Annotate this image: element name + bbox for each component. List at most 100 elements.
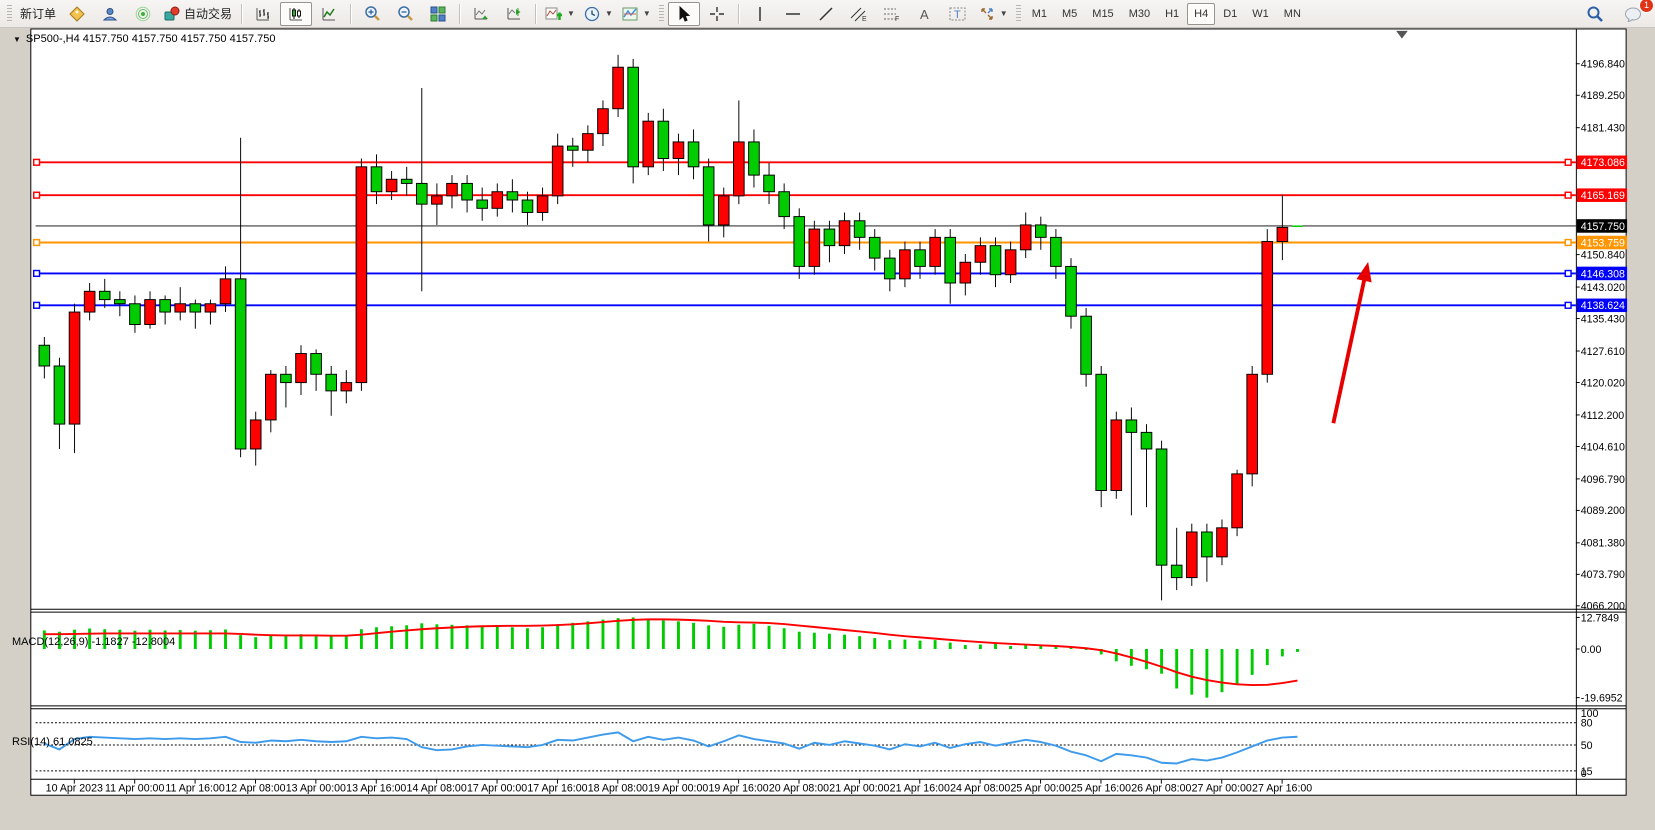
candle-body[interactable]	[838, 220, 851, 247]
candle-body[interactable]	[672, 141, 685, 160]
gold-tag-icon-button[interactable]	[61, 2, 93, 26]
signals-button[interactable]	[127, 2, 159, 26]
line-handle[interactable]	[32, 238, 41, 247]
tile-windows-button[interactable]	[422, 2, 454, 26]
timeframe-h1[interactable]: H1	[1165, 7, 1180, 20]
candle-body[interactable]	[159, 299, 171, 313]
candle-body[interactable]	[219, 278, 232, 305]
timeframe-m1[interactable]: M1	[1031, 7, 1047, 20]
candle-body[interactable]	[566, 145, 579, 151]
candle-body[interactable]	[868, 236, 881, 259]
candle-body[interactable]	[234, 278, 247, 450]
periods-button[interactable]: ▼	[580, 2, 617, 26]
chart-shift-marker[interactable]	[1396, 30, 1408, 39]
timeframe-mn[interactable]: MN	[1283, 7, 1301, 20]
candle-body[interactable]	[1155, 448, 1168, 566]
candle-body[interactable]	[702, 166, 715, 226]
line-handle[interactable]	[32, 269, 41, 278]
line-handle[interactable]	[32, 301, 41, 309]
candle-body[interactable]	[98, 290, 111, 301]
crosshair-tool-button[interactable]	[701, 2, 733, 26]
toolbar-grip[interactable]	[1015, 4, 1021, 23]
candle-body[interactable]	[1004, 249, 1017, 276]
candle-body[interactable]	[68, 311, 81, 425]
line-handle[interactable]	[1564, 269, 1572, 278]
candle-body[interactable]	[1140, 431, 1153, 450]
bar-chart-button[interactable]	[247, 2, 279, 26]
candle-body[interactable]	[189, 303, 202, 313]
candle-body[interactable]	[400, 178, 413, 184]
candle-body[interactable]	[763, 174, 775, 193]
new-order-button[interactable]: 新订单	[16, 2, 60, 26]
candle-body[interactable]	[657, 120, 670, 160]
candle-body[interactable]	[793, 216, 806, 267]
candle-body[interactable]	[461, 182, 473, 201]
candle-body[interactable]	[1095, 373, 1107, 491]
candle-body[interactable]	[476, 199, 488, 209]
candle-body[interactable]	[733, 141, 745, 197]
line-handle[interactable]	[1564, 301, 1572, 309]
trendline-tool-button[interactable]	[810, 2, 842, 26]
candle-doji[interactable]	[1292, 225, 1303, 228]
candle-body[interactable]	[53, 365, 66, 425]
templates-button[interactable]: ▼	[618, 2, 655, 26]
zoom-out-button[interactable]	[389, 2, 421, 26]
candle-body[interactable]	[1080, 315, 1092, 375]
candle-body[interactable]	[325, 373, 337, 392]
text-tool-button[interactable]: A	[909, 2, 941, 26]
candle-body[interactable]	[808, 228, 821, 267]
line-handle[interactable]	[1564, 158, 1572, 166]
line-handle[interactable]	[32, 191, 41, 199]
candle-body[interactable]	[38, 344, 51, 367]
candle-body[interactable]	[1201, 531, 1213, 558]
candle-body[interactable]	[370, 166, 383, 193]
candle-body[interactable]	[446, 182, 458, 197]
trend-arrow-annotation[interactable]	[1331, 272, 1368, 424]
candle-body[interactable]	[612, 66, 624, 110]
candle-body[interactable]	[899, 249, 911, 280]
candle-body[interactable]	[1276, 226, 1289, 242]
candle-body[interactable]	[959, 261, 972, 284]
auto-scroll-button[interactable]	[465, 2, 497, 26]
candle-body[interactable]	[1231, 473, 1243, 529]
candle-body[interactable]	[1019, 224, 1032, 251]
candle-body[interactable]	[385, 178, 398, 193]
auto-trading-button[interactable]: 自动交易	[160, 2, 236, 26]
candle-body[interactable]	[778, 191, 790, 218]
line-handle[interactable]	[32, 158, 41, 166]
candle-body[interactable]	[1125, 419, 1138, 433]
candle-body[interactable]	[129, 303, 141, 325]
cursor-tool-button[interactable]	[667, 1, 700, 26]
candle-body[interactable]	[174, 303, 187, 313]
candle-body[interactable]	[249, 419, 262, 450]
candle-body[interactable]	[748, 141, 760, 176]
candle-body[interactable]	[295, 353, 307, 384]
search-button[interactable]	[1579, 2, 1611, 26]
candle-body[interactable]	[1170, 564, 1183, 579]
candle-body[interactable]	[506, 191, 519, 201]
candle-body[interactable]	[642, 120, 655, 168]
candle-body[interactable]	[204, 303, 217, 313]
candle-body[interactable]	[83, 290, 96, 313]
candle-body[interactable]	[717, 195, 730, 226]
candle-body[interactable]	[1216, 527, 1228, 558]
candle-body[interactable]	[355, 166, 368, 384]
candle-body[interactable]	[114, 299, 126, 305]
line-handle[interactable]	[1564, 191, 1572, 199]
candle-body[interactable]	[989, 245, 1002, 276]
timeframe-d1[interactable]: D1	[1223, 7, 1238, 20]
chart-canvas[interactable]: 4196.840 4189.250 4181.430 4150.840 4143.020…	[0, 28, 1655, 830]
timeframe-h4[interactable]: H4	[1187, 2, 1216, 25]
arrows-tool-button[interactable]: ▼	[975, 2, 1012, 26]
candle-body[interactable]	[144, 299, 156, 325]
notifications-button[interactable]: 1	[1617, 0, 1654, 26]
candle-body[interactable]	[597, 108, 609, 135]
timeframe-w1[interactable]: W1	[1252, 7, 1269, 20]
candle-body[interactable]	[1035, 224, 1047, 238]
candle-body[interactable]	[310, 353, 322, 375]
zoom-in-button[interactable]	[356, 2, 388, 26]
candle-body[interactable]	[1050, 236, 1062, 267]
candle-body[interactable]	[884, 257, 896, 280]
candle-body[interactable]	[582, 133, 594, 151]
candle-body[interactable]	[521, 199, 534, 213]
